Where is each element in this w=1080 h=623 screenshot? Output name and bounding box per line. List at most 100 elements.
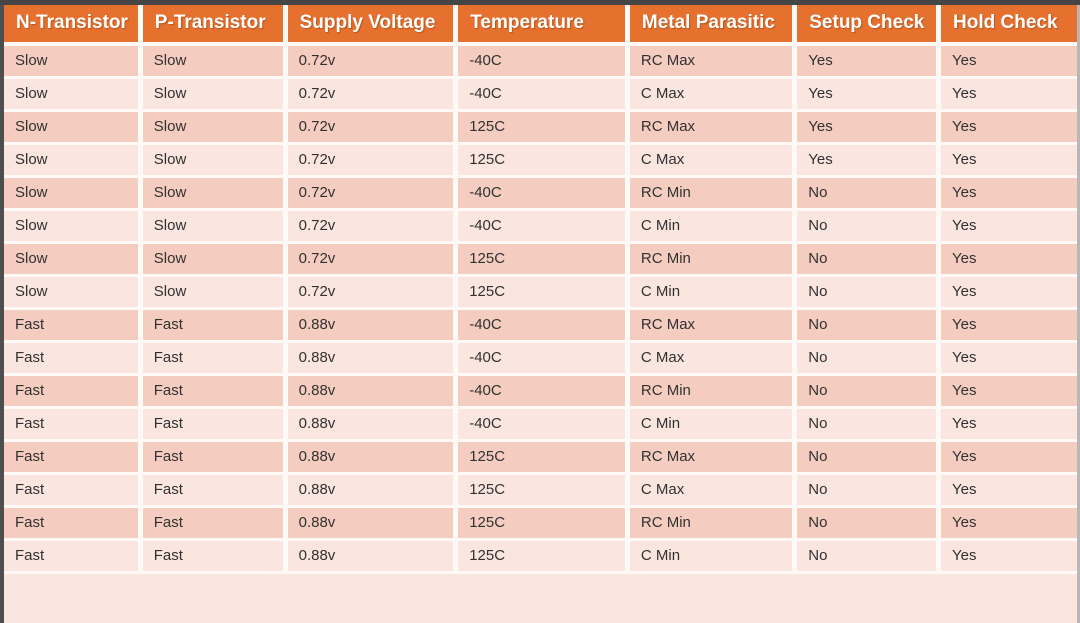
table-cell: No — [794, 308, 942, 343]
table-cell: Fast — [140, 407, 288, 442]
table-cell: Fast — [4, 539, 143, 574]
table-cell: C Max — [627, 341, 798, 376]
table-cell: -40C — [455, 374, 630, 409]
column-header-setup-check: Setup Check — [794, 5, 942, 46]
table-cell: RC Max — [627, 308, 798, 343]
slide-frame: N-Transistor P-Transistor Supply Voltage… — [4, 5, 1077, 623]
table-cell: 0.88v — [285, 440, 459, 475]
table-cell: Fast — [140, 308, 288, 343]
table-cell: Fast — [4, 473, 143, 508]
table-cell: Yes — [938, 539, 1077, 574]
table-cell: 0.88v — [285, 308, 459, 343]
table-cell: Fast — [4, 374, 143, 409]
table-row: Slow Slow 0.72v 125C C Max Yes Yes — [4, 143, 1077, 178]
table-cell: Slow — [140, 176, 288, 211]
column-header-supply-voltage: Supply Voltage — [285, 5, 459, 46]
table-cell: 0.72v — [285, 143, 459, 178]
table-cell: Fast — [140, 473, 288, 508]
corner-conditions-table: N-Transistor P-Transistor Supply Voltage… — [4, 5, 1077, 574]
table-row: Fast Fast 0.88v 125C RC Max No Yes — [4, 440, 1077, 475]
table-row: Slow Slow 0.72v -40C RC Min No Yes — [4, 176, 1077, 211]
table-row: Fast Fast 0.88v -40C RC Max No Yes — [4, 308, 1077, 343]
table-cell: C Min — [627, 275, 798, 310]
table-cell: 0.72v — [285, 275, 459, 310]
table-cell: Slow — [140, 110, 288, 145]
table-cell: -40C — [455, 407, 630, 442]
table-cell: No — [794, 341, 942, 376]
table-cell: No — [794, 506, 942, 541]
table-cell: Fast — [140, 341, 288, 376]
table-cell: 0.72v — [285, 110, 459, 145]
table-cell: 0.88v — [285, 374, 459, 409]
table-cell: 125C — [455, 539, 630, 574]
table-cell: 0.88v — [285, 341, 459, 376]
table-cell: 125C — [455, 143, 630, 178]
table-cell: Yes — [938, 341, 1077, 376]
table-cell: Slow — [4, 275, 143, 310]
table-cell: Slow — [4, 242, 143, 277]
table-cell: 125C — [455, 506, 630, 541]
table-body: Slow Slow 0.72v -40C RC Max Yes Yes Slow Slow 0.7… — [4, 44, 1077, 574]
table-cell: Fast — [4, 308, 143, 343]
table-cell: RC Max — [627, 44, 798, 79]
column-header-temperature: Temperature — [455, 5, 630, 46]
table-cell: No — [794, 539, 942, 574]
table-cell: -40C — [455, 77, 630, 112]
table-cell: Slow — [4, 143, 143, 178]
table-cell: 125C — [455, 440, 630, 475]
table-cell: 0.72v — [285, 77, 459, 112]
table-row: Slow Slow 0.72v 125C RC Max Yes Yes — [4, 110, 1077, 145]
table-row: Slow Slow 0.72v -40C C Min No Yes — [4, 209, 1077, 244]
table-cell: RC Max — [627, 110, 798, 145]
table-cell: Slow — [4, 77, 143, 112]
table-cell: RC Min — [627, 374, 798, 409]
table-cell: 0.88v — [285, 473, 459, 508]
table-cell: Fast — [140, 539, 288, 574]
table-cell: 0.88v — [285, 506, 459, 541]
table-cell: 125C — [455, 473, 630, 508]
table-cell: Yes — [938, 407, 1077, 442]
table-cell: Yes — [794, 44, 942, 79]
table-cell: C Min — [627, 539, 798, 574]
table-cell: Yes — [938, 44, 1077, 79]
table-cell: No — [794, 275, 942, 310]
table-cell: No — [794, 440, 942, 475]
table-cell: Slow — [140, 77, 288, 112]
table-cell: -40C — [455, 44, 630, 79]
table-cell: Yes — [938, 440, 1077, 475]
table-cell: 0.72v — [285, 242, 459, 277]
table-cell: Slow — [140, 275, 288, 310]
table-cell: No — [794, 242, 942, 277]
frame-right-edge — [1077, 5, 1080, 623]
table-cell: 125C — [455, 242, 630, 277]
table-cell: Yes — [794, 143, 942, 178]
table-cell: Fast — [4, 506, 143, 541]
table-cell: Slow — [4, 209, 143, 244]
table-cell: Yes — [938, 374, 1077, 409]
table-cell: RC Min — [627, 242, 798, 277]
table-row: Slow Slow 0.72v -40C RC Max Yes Yes — [4, 44, 1077, 79]
table-cell: 0.88v — [285, 539, 459, 574]
table-cell: No — [794, 374, 942, 409]
table-cell: No — [794, 473, 942, 508]
table-cell: Fast — [140, 506, 288, 541]
table-cell: 0.72v — [285, 44, 459, 79]
table-cell: Fast — [4, 440, 143, 475]
table-cell: Yes — [938, 308, 1077, 343]
table-cell: No — [794, 176, 942, 211]
table-cell: RC Min — [627, 176, 798, 211]
table-row: Fast Fast 0.88v -40C C Max No Yes — [4, 341, 1077, 376]
table-cell: Yes — [938, 77, 1077, 112]
column-header-n-transistor: N-Transistor — [4, 5, 143, 46]
table-cell: -40C — [455, 176, 630, 211]
frame-top-edge — [0, 0, 1080, 5]
table-cell: No — [794, 407, 942, 442]
table-cell: Slow — [140, 242, 288, 277]
column-header-metal-parasitic: Metal Parasitic — [627, 5, 798, 46]
table-cell: C Min — [627, 209, 798, 244]
table-cell: Fast — [140, 374, 288, 409]
table-cell: Yes — [938, 473, 1077, 508]
table-row: Fast Fast 0.88v 125C C Max No Yes — [4, 473, 1077, 508]
table-cell: No — [794, 209, 942, 244]
table-row: Fast Fast 0.88v 125C C Min No Yes — [4, 539, 1077, 574]
